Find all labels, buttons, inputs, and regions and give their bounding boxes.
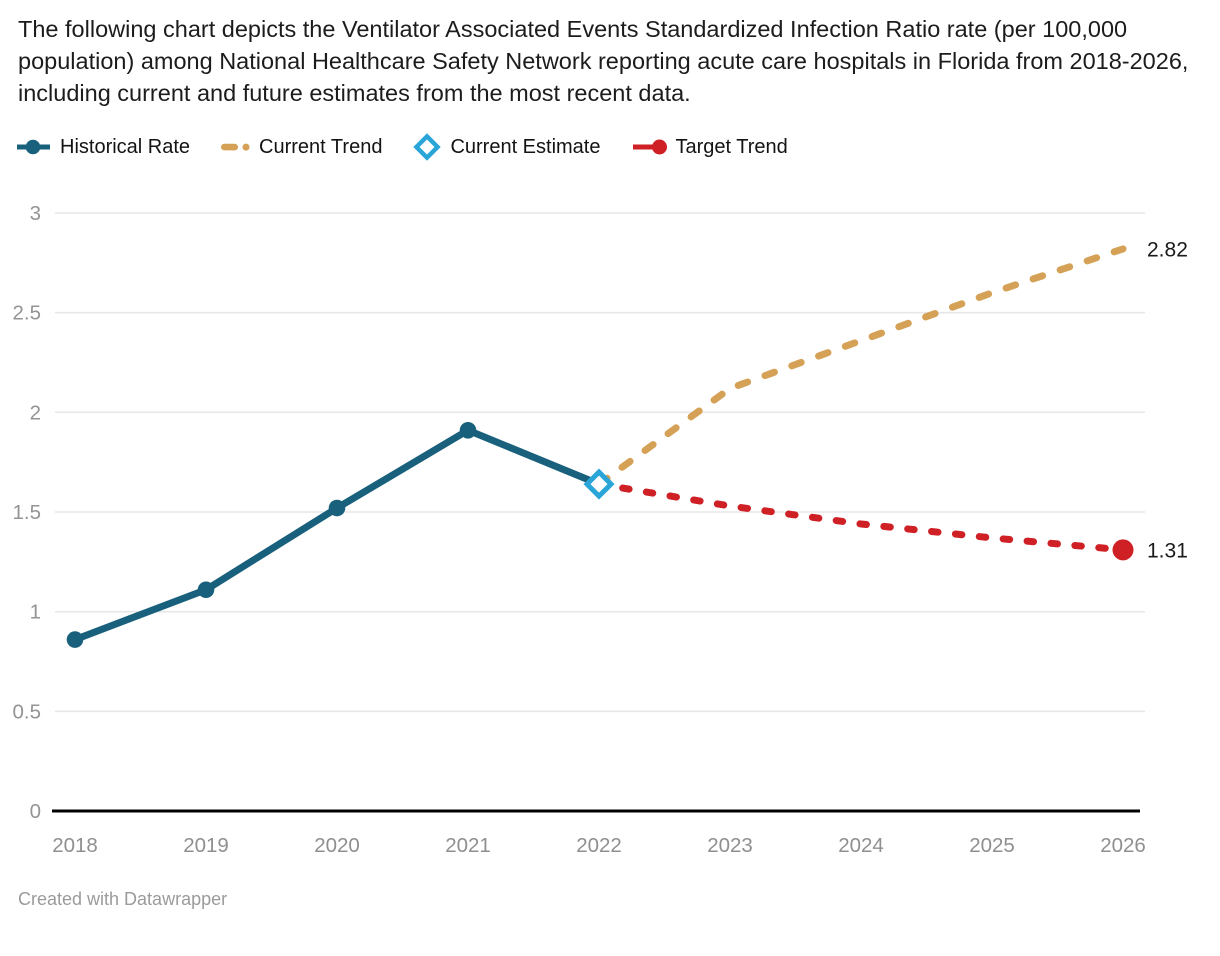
historical-point-2019	[197, 581, 215, 599]
historical-point-2020	[328, 499, 346, 517]
target-trend-end-dot	[1112, 539, 1134, 561]
legend-dash-dot	[242, 143, 250, 151]
end-value-label: 2.82	[1147, 238, 1188, 261]
y-tick-label: 0.5	[13, 700, 42, 723]
legend-dot	[651, 139, 667, 155]
y-tick-label: 2	[30, 401, 41, 424]
x-tick-label: 2018	[52, 834, 98, 857]
x-tick-label: 2022	[576, 834, 622, 857]
y-tick-label: 3	[30, 202, 41, 225]
y-tick-label: 1	[30, 601, 41, 624]
legend-diamond	[413, 133, 442, 161]
x-tick-label: 2019	[183, 834, 229, 857]
legend-label-current-trend: Current Trend	[259, 135, 383, 158]
y-tick-label: 2.5	[13, 302, 42, 325]
historical-point-2021	[459, 421, 477, 439]
x-tick-label: 2024	[838, 834, 884, 857]
x-tick-label: 2021	[445, 834, 491, 857]
historical-rate-line	[71, 426, 603, 644]
historical-point-2018	[66, 631, 84, 648]
x-tick-label: 2020	[314, 834, 360, 857]
target-trend-legend-icon	[632, 139, 667, 155]
legend-item-target-trend: Target Trend	[631, 136, 788, 159]
legend-label-historical-rate: Historical Rate	[60, 135, 191, 158]
legend-label-target-trend: Target Trend	[675, 135, 788, 158]
current-estimate-diamond	[583, 468, 615, 500]
legend-item-current-estimate: Current Estimate	[412, 132, 601, 162]
end-value-label: 1.31	[1147, 539, 1188, 562]
legend-dot	[25, 139, 41, 155]
x-tick-label: 2026	[1100, 834, 1146, 857]
legend-label-current-estimate: Current Estimate	[450, 135, 601, 158]
legend-dash	[221, 143, 239, 151]
y-tick-label: 0	[30, 800, 41, 823]
datawrapper-credit-link[interactable]: Created with Datawrapper	[18, 889, 228, 909]
legend-item-current-trend: Current Trend	[220, 136, 382, 159]
current-estimate-legend-icon	[413, 133, 442, 161]
current-trend-legend-icon	[221, 143, 250, 151]
x-tick-label: 2025	[969, 834, 1015, 857]
y-tick-label: 1.5	[13, 501, 42, 524]
legend-item-historical-rate: Historical Rate	[15, 136, 190, 159]
target-trend-line	[595, 480, 1127, 554]
current-trend-line	[595, 245, 1127, 488]
historical-rate-legend-icon	[17, 139, 50, 155]
chart-description-title: The following chart depicts the Ventilat…	[18, 16, 1189, 106]
line-chart-canvas: 0 0.5 1 1.5 2 2.5 3 2018 2019 2020 2021 2022 2023 202…	[13, 202, 1188, 857]
chart-area: 0 0.5 1 1.5 2 2.5 3 2018 2019 2020 2021 2022 2023 202…	[0, 184, 1220, 884]
chart-legend: Historical Rate Current Trend Current Es…	[15, 132, 1220, 162]
x-tick-label: 2023	[707, 834, 753, 857]
